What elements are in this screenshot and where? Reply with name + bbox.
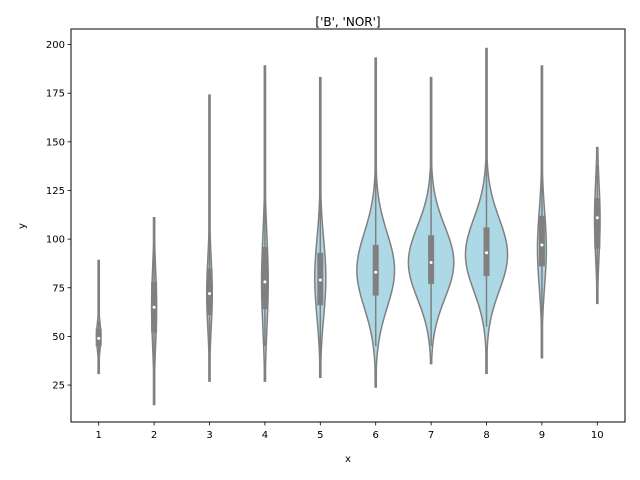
- x-axis-label: x: [345, 454, 351, 465]
- x-tick-label: 7: [428, 430, 434, 441]
- violins-layer: [95, 47, 601, 406]
- y-tick-label: 100: [46, 235, 65, 246]
- plot-frame: [70, 28, 626, 423]
- violin-iqr-box: [428, 235, 435, 284]
- violin-median-marker: [485, 251, 488, 255]
- x-tick-label: 10: [591, 430, 604, 441]
- y-tick-label: 150: [46, 137, 65, 148]
- violin-median-marker: [374, 270, 378, 274]
- violin-median-marker: [429, 260, 433, 264]
- y-tick-label: 75: [52, 283, 65, 294]
- y-tick-label: 175: [46, 89, 65, 100]
- y-axis-label: y: [17, 223, 28, 229]
- violin-body: [95, 259, 102, 375]
- x-tick-label: 5: [317, 430, 323, 441]
- violin-median-marker: [97, 336, 101, 340]
- x-axis: 1 2 3 4 5 6 7 8 9 10: [96, 422, 604, 441]
- violin-iqr-box: [372, 244, 379, 296]
- chart-title: ['B', 'NOR']: [315, 15, 380, 29]
- violin-median-marker: [595, 216, 599, 220]
- x-tick-label: 6: [373, 430, 379, 441]
- violin-iqr-box: [206, 268, 213, 315]
- y-tick-label: 50: [52, 332, 65, 343]
- violin-iqr-box: [538, 215, 545, 267]
- violin-median-marker: [208, 292, 211, 296]
- y-tick-label: 200: [46, 40, 65, 51]
- x-tick-label: 4: [262, 430, 268, 441]
- y-tick-label: 25: [52, 381, 65, 392]
- x-tick-label: 9: [539, 430, 545, 441]
- x-tick-label: 3: [206, 430, 212, 441]
- violin-median-marker: [263, 280, 267, 284]
- violin-iqr-box: [594, 198, 601, 249]
- violin-median-marker: [318, 278, 322, 282]
- violin-median-marker: [540, 243, 544, 247]
- x-tick-label: 8: [483, 430, 489, 441]
- x-tick-label: 2: [151, 430, 157, 441]
- y-tick-label: 125: [46, 186, 65, 197]
- x-tick-label: 1: [96, 430, 102, 441]
- y-axis: 25 50 75 100 125 150 175 200: [46, 40, 71, 392]
- violin-median-marker: [152, 305, 156, 309]
- violin-iqr-box: [261, 246, 268, 310]
